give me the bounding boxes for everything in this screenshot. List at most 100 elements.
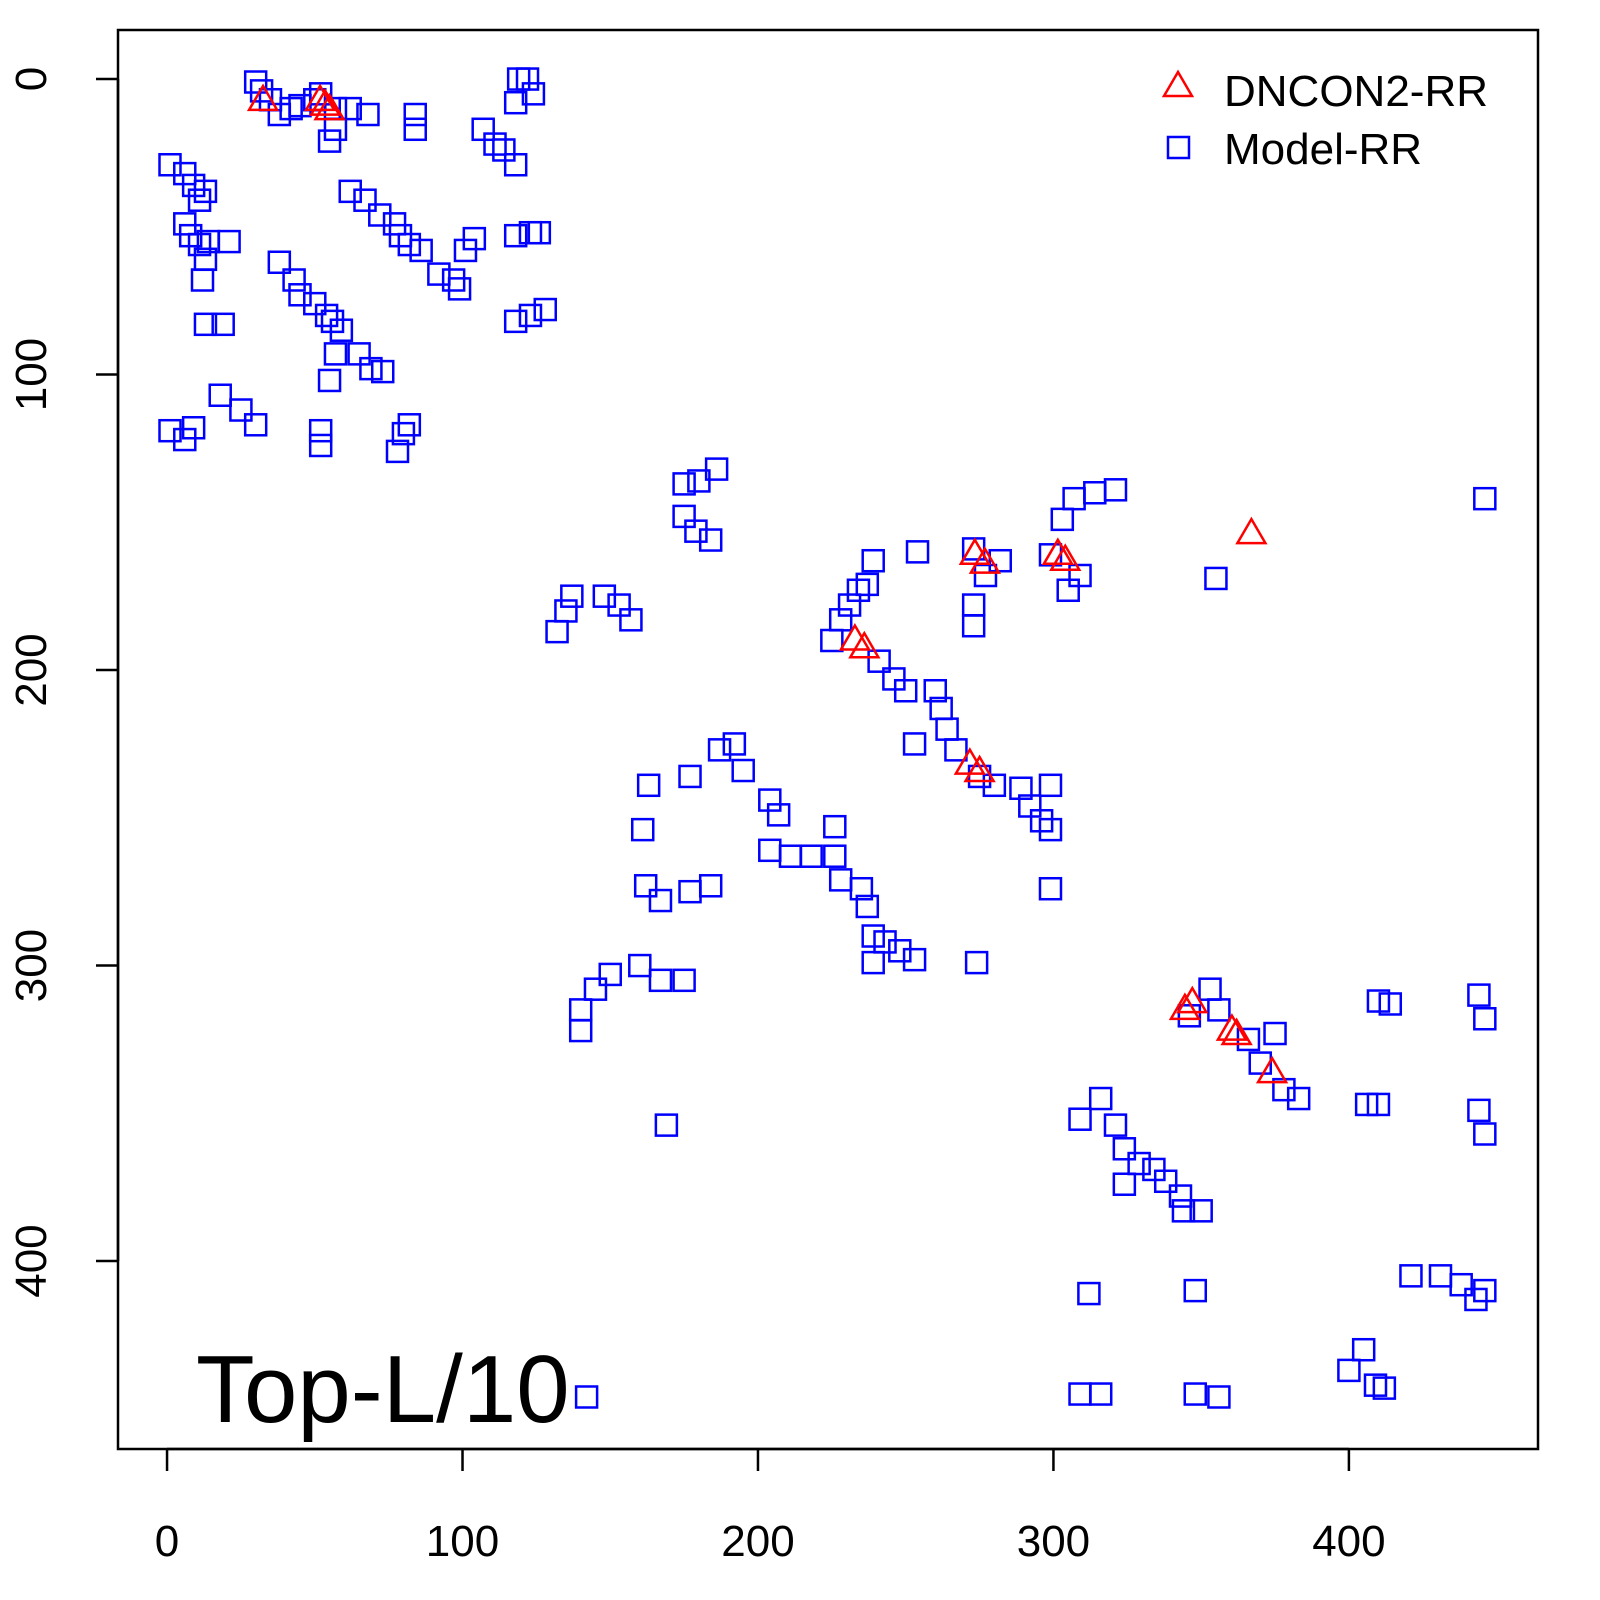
dncon2-rr-point bbox=[1215, 1013, 1249, 1041]
dncon2-rr-point bbox=[1041, 537, 1075, 566]
model-rr-point bbox=[308, 82, 333, 106]
model-rr-point bbox=[462, 226, 487, 251]
model-rr-point bbox=[678, 879, 702, 904]
model-rr-point bbox=[427, 262, 451, 286]
model-rr-point bbox=[518, 303, 543, 328]
model-rr-point bbox=[303, 291, 327, 316]
model-rr-point bbox=[403, 102, 427, 127]
legend: DNCON2-RR Model-RR bbox=[1161, 67, 1488, 174]
model-rr-point bbox=[471, 117, 495, 142]
dncon2-rr-point bbox=[246, 83, 280, 112]
model-rr-point bbox=[267, 250, 292, 275]
model-rr-point bbox=[583, 977, 608, 1001]
model-rr-point bbox=[388, 223, 413, 248]
model-rr-point bbox=[888, 939, 912, 963]
model-rr-point bbox=[731, 758, 755, 783]
model-rr-point bbox=[855, 572, 880, 597]
model-rr-point bbox=[243, 413, 268, 437]
model-rr-point bbox=[229, 398, 253, 422]
model-rr-point bbox=[317, 129, 342, 153]
model-rr-point bbox=[193, 312, 218, 337]
model-rr-point bbox=[973, 563, 998, 588]
model-rr-point bbox=[323, 342, 348, 366]
model-rr-point bbox=[905, 540, 930, 564]
x-tick-label: 400 bbox=[1312, 1517, 1385, 1566]
y-tick-label: 400 bbox=[7, 1224, 56, 1297]
model-rr-point bbox=[211, 312, 235, 337]
dncon2-rr-point bbox=[848, 630, 881, 659]
model-rr-point bbox=[314, 303, 339, 328]
model-rr-point bbox=[684, 519, 708, 543]
model-rr-point bbox=[187, 232, 212, 257]
model-rr-point bbox=[648, 968, 673, 993]
model-rr-point bbox=[722, 732, 747, 756]
model-rr-point bbox=[672, 504, 696, 529]
model-rr-point bbox=[1428, 1264, 1453, 1288]
model-rr-point bbox=[574, 1385, 599, 1409]
model-rr-point bbox=[323, 117, 348, 142]
model-rr-point bbox=[1083, 481, 1107, 505]
model-rr-point bbox=[515, 67, 540, 91]
model-rr-point bbox=[1038, 773, 1063, 798]
chart-annotation: Top-L/10 bbox=[196, 1336, 570, 1443]
model-rr-point bbox=[633, 874, 658, 898]
model-rr-point bbox=[1068, 1107, 1092, 1131]
model-rr-point bbox=[173, 212, 197, 236]
model-rr-point bbox=[855, 894, 880, 919]
model-rr-point bbox=[698, 874, 723, 898]
dncon2-rr-point bbox=[1255, 1055, 1289, 1084]
model-rr-point bbox=[778, 844, 803, 868]
x-tick-label: 200 bbox=[721, 1517, 794, 1566]
model-rr-point bbox=[1449, 1272, 1473, 1297]
model-rr-point bbox=[1207, 1385, 1231, 1409]
plot-frame bbox=[116, 28, 1540, 1451]
model-rr-point bbox=[503, 223, 528, 248]
y-tick-label: 300 bbox=[7, 929, 56, 1002]
model-rr-point bbox=[243, 70, 268, 94]
model-rr-point bbox=[698, 528, 723, 552]
model-rr-point bbox=[1062, 486, 1086, 511]
model-rr-point bbox=[1088, 1086, 1113, 1111]
model-rr-point bbox=[370, 359, 395, 384]
model-rr-point bbox=[1363, 1373, 1388, 1397]
model-rr-point bbox=[329, 318, 354, 342]
model-rr-point bbox=[279, 96, 303, 121]
model-rr-point bbox=[678, 764, 702, 789]
model-rr-point bbox=[607, 593, 631, 617]
model-rr-point bbox=[397, 413, 422, 437]
model-rr-point bbox=[317, 368, 342, 393]
model-rr-point bbox=[823, 814, 847, 839]
model-rr-point bbox=[492, 138, 516, 162]
model-rr-point bbox=[483, 132, 507, 156]
model-rr-point bbox=[1088, 1382, 1113, 1406]
model-rr-point bbox=[882, 667, 906, 691]
model-rr-point bbox=[1177, 1004, 1202, 1028]
model-rr-point bbox=[338, 179, 362, 204]
dncon2-rr-point bbox=[1220, 1017, 1253, 1046]
model-rr-point bbox=[347, 342, 371, 366]
model-rr-point bbox=[568, 998, 593, 1022]
model-rr-point bbox=[308, 418, 333, 443]
model-rr-point bbox=[1467, 1098, 1491, 1123]
model-rr-point bbox=[1473, 1006, 1497, 1031]
model-rr-point bbox=[758, 788, 782, 812]
model-rr-point bbox=[1153, 1169, 1178, 1194]
y-tick-label: 0 bbox=[7, 67, 56, 91]
model-rr-point bbox=[1189, 1199, 1213, 1223]
model-rr-point bbox=[1183, 1278, 1208, 1303]
model-rr-point bbox=[190, 268, 215, 292]
model-rr-point bbox=[173, 427, 197, 452]
model-rr-point bbox=[308, 433, 333, 458]
model-rr-point bbox=[867, 649, 891, 673]
model-rr-point bbox=[823, 844, 847, 868]
model-rr-point bbox=[193, 179, 218, 204]
model-rr-point bbox=[409, 238, 433, 263]
model-rr-point bbox=[988, 548, 1013, 573]
model-rr-point bbox=[506, 67, 531, 91]
model-rr-point bbox=[861, 924, 885, 948]
model-rr-point bbox=[158, 152, 182, 177]
model-rr-point bbox=[592, 584, 617, 608]
model-rr-point bbox=[628, 953, 652, 978]
x-tick-label: 100 bbox=[426, 1517, 499, 1566]
model-rr-point bbox=[1207, 998, 1231, 1022]
